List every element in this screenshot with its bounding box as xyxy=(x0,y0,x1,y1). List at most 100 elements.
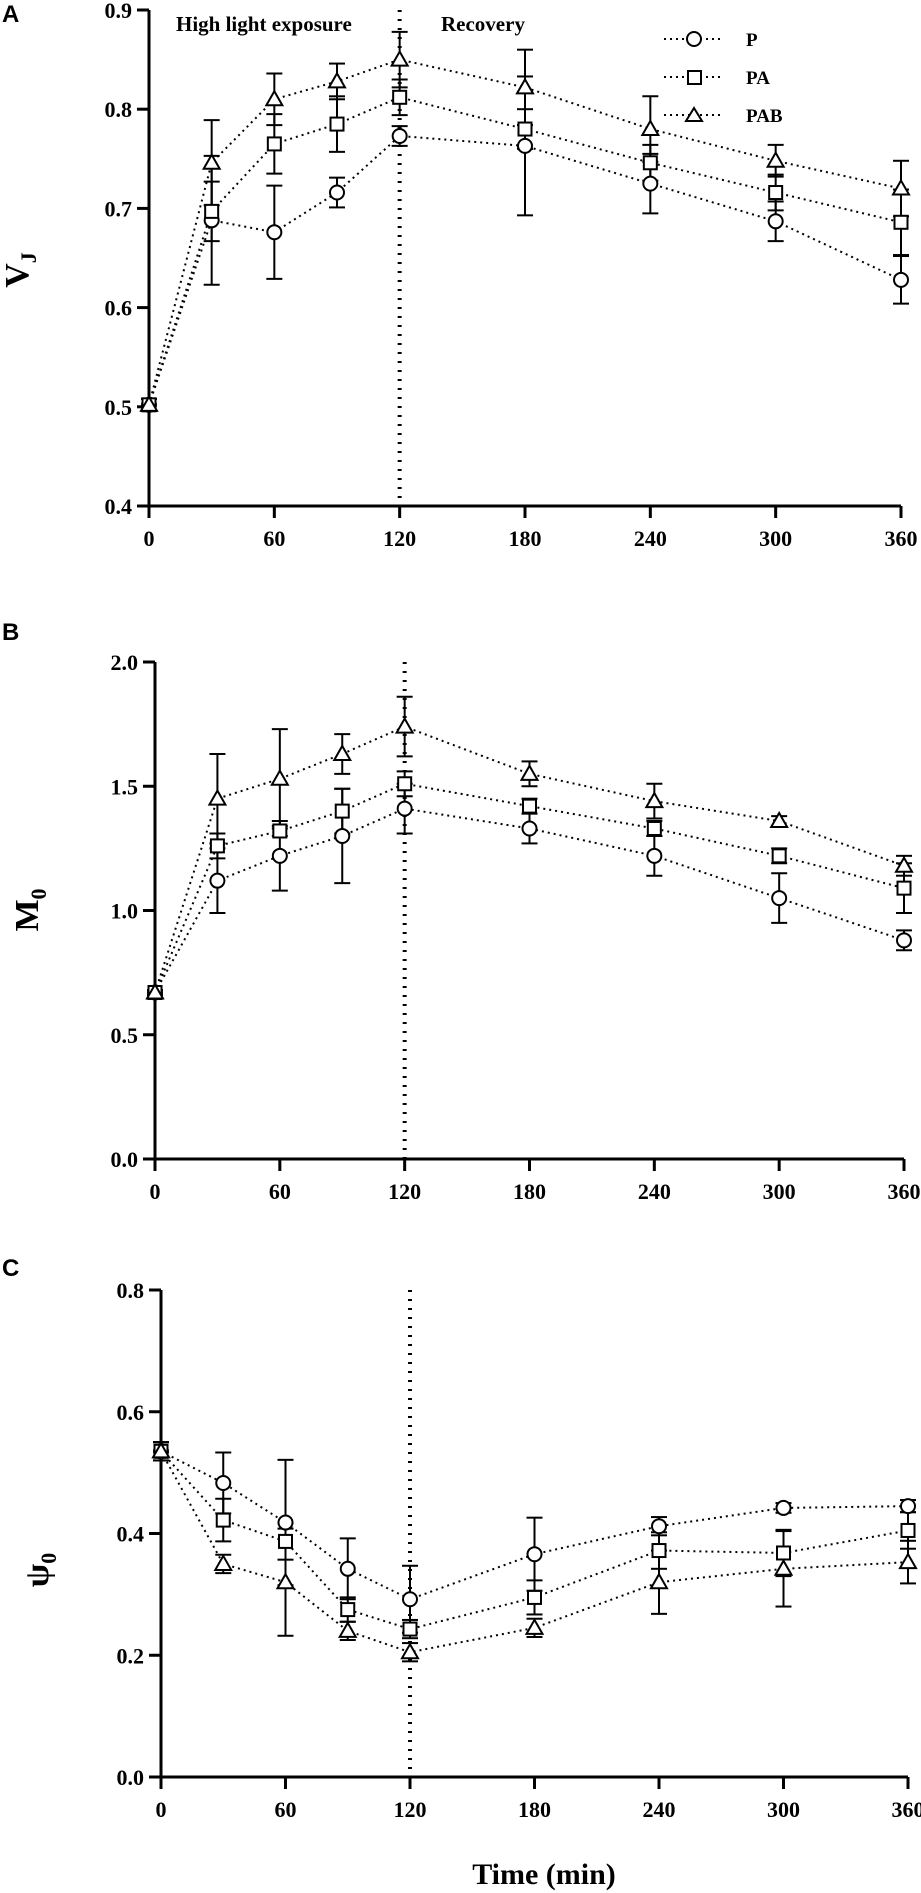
panel-c-x-tick-label: 60 xyxy=(275,1797,297,1822)
legend: P PA PAB xyxy=(664,30,783,127)
panel-a-series-pab-point xyxy=(201,152,222,170)
panel-a-series-pa-point xyxy=(517,121,533,137)
panel-a: A 0.4 0.5 0.6 0.7 0.8 0.9 0 60 120 180 240 300 360 V… xyxy=(0,0,918,551)
panel-c-series-pa-point xyxy=(776,1545,791,1561)
panel-a-x-tick-label: 240 xyxy=(634,526,667,551)
panel-c-series-p-point xyxy=(900,1498,916,1515)
legend-label-pab: PAB xyxy=(746,106,783,127)
panel-b-series-p-point xyxy=(209,872,226,889)
panel-b-x-tick-label: 240 xyxy=(638,1179,671,1204)
panel-c-series-pab-point xyxy=(524,1617,545,1635)
panel-c-series-pab-point xyxy=(400,1642,420,1660)
panel-b-series-pa-line xyxy=(154,782,905,993)
panel-a-letter: A xyxy=(2,1,19,28)
panel-a-x-tick-label: 0 xyxy=(144,526,155,551)
panel-c-x-tick-label: 120 xyxy=(394,1797,427,1822)
panel-c-series-pa-point xyxy=(402,1621,418,1637)
annotation-high-light-exposure: High light exposure xyxy=(176,12,352,36)
panel-c-series-pa-point xyxy=(215,1512,231,1528)
panel-a-y-tick-label: 0.9 xyxy=(105,0,133,23)
panel-b-series-pa-point xyxy=(397,776,413,792)
panel-b-y-tick-label: 1.5 xyxy=(111,774,139,799)
legend-marker-pa xyxy=(687,70,702,85)
panel-c-axes: 0.0 0.2 0.4 0.6 0.8 0 60 120 180 240 300 360 xyxy=(117,1278,921,1822)
panel-b-series-pab-point xyxy=(145,982,165,1000)
panel-b-series-pa-point xyxy=(209,838,225,854)
panel-a-series-pa-point xyxy=(204,203,220,219)
panel-b-x-tick-label: 120 xyxy=(388,1179,421,1204)
legend-label-p: P xyxy=(746,30,758,51)
panel-a-series-p-point xyxy=(391,127,408,144)
panel-b-series-pa-point xyxy=(771,848,787,864)
panel-c: C 0.0 0.2 0.4 0.6 0.8 0 60 120 180 240 300 360 ψ0 T… xyxy=(2,1255,921,1891)
panel-b-y-tick-label: 0.5 xyxy=(111,1023,139,1048)
panel-a-series-pa-point xyxy=(392,89,408,105)
panel-c-series-pa-point xyxy=(527,1589,542,1605)
panel-c-series-pab-point xyxy=(275,1572,296,1590)
panel-a-x-tick-label: 120 xyxy=(383,526,416,551)
panel-b-axes: 0.0 0.5 1.0 1.5 2.0 0 60 120 180 240 300 360 xyxy=(111,650,921,1204)
panel-c-series-p-point xyxy=(402,1591,418,1608)
panel-b-series-p-point xyxy=(396,800,413,817)
legend-item-pab: PAB xyxy=(664,106,783,127)
panel-a-y-tick-label: 0.8 xyxy=(105,97,133,122)
panel-b-series-pab-point xyxy=(894,855,914,873)
panel-c-series-p-point xyxy=(277,1514,294,1531)
panel-c-series-pab-point xyxy=(151,1441,171,1459)
panel-b-y-tick-label: 2.0 xyxy=(111,650,139,675)
panel-a-series-pab-point xyxy=(139,394,159,412)
panel-c-x-tick-label: 300 xyxy=(767,1797,800,1822)
panel-a-x-tick-label: 300 xyxy=(759,526,792,551)
panel-a-series-pab-point xyxy=(389,49,410,67)
panel-a-series-pab-point xyxy=(515,77,535,95)
panel-b-series-pab-point xyxy=(644,791,665,809)
panel-c-series-pab-line xyxy=(160,1450,909,1654)
panel-b-series-pa-point xyxy=(896,880,912,896)
panel-b: B 0.0 0.5 1.0 1.5 2.0 0 60 120 180 240 300 360 M0 xyxy=(2,619,921,1204)
panel-c-series-pa-point xyxy=(900,1522,916,1538)
panel-b-letter: B xyxy=(2,619,19,646)
panel-b-x-tick-label: 300 xyxy=(763,1179,796,1204)
panel-a-series-p-point xyxy=(642,175,659,192)
panel-b-x-tick-label: 60 xyxy=(269,1179,291,1204)
legend-item-pa: PA xyxy=(664,68,770,89)
panel-a-series-p-point xyxy=(767,213,784,230)
panel-b-series-p-point xyxy=(521,820,538,837)
panel-c-y-tick-label: 0.2 xyxy=(117,1643,145,1668)
panel-b-series-pa-point xyxy=(334,803,350,819)
panel-a-series-pa-line xyxy=(148,96,902,406)
panel-b-series-p-point xyxy=(334,827,351,844)
panel-a-series-pab-point xyxy=(891,178,911,196)
panel-b-series-p-line xyxy=(154,807,905,993)
panel-b-series-p-point xyxy=(646,847,663,864)
panel-a-series-pa-point xyxy=(768,185,784,201)
panel-c-x-tick-label: 0 xyxy=(156,1797,167,1822)
annotation-recovery: Recovery xyxy=(441,12,525,36)
panel-c-x-axis-title: Time (min) xyxy=(472,1858,616,1891)
panel-c-x-tick-label: 240 xyxy=(643,1797,676,1822)
panel-c-y-tick-label: 0.4 xyxy=(117,1522,145,1547)
panel-c-x-tick-label: 180 xyxy=(518,1797,551,1822)
panel-a-series-pa-point xyxy=(893,214,909,230)
panel-a-series-p-point xyxy=(329,184,345,201)
panel-c-series-p-point xyxy=(526,1546,543,1563)
panel-a-series-pa-point xyxy=(266,136,282,152)
panel-c-series-pab-point xyxy=(213,1553,233,1571)
panel-a-y-tick-label: 0.5 xyxy=(105,395,133,420)
panel-a-y-axis-title: VJ xyxy=(0,252,41,288)
panel-c-series-pab-point xyxy=(338,1620,358,1638)
legend-marker-p xyxy=(686,31,702,47)
panel-b-series-pa-point xyxy=(646,820,662,836)
panel-a-series-p-line xyxy=(148,134,902,406)
panel-a-series-pab-line xyxy=(148,58,902,406)
panel-c-series-p-point xyxy=(215,1474,232,1491)
panel-b-x-tick-label: 0 xyxy=(150,1179,161,1204)
panel-a-series-pa-point xyxy=(642,155,658,171)
panel-a-y-tick-label: 0.4 xyxy=(105,494,133,519)
panel-b-y-axis-title: M0 xyxy=(9,888,51,931)
panel-b-series-pab-point xyxy=(769,811,789,829)
panel-b-y-tick-label: 0.0 xyxy=(111,1147,139,1172)
panel-a-series-p-point xyxy=(266,224,283,241)
panel-b-series-pab-point xyxy=(519,763,540,781)
